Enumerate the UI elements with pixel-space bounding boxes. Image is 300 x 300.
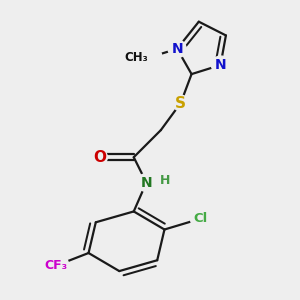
Text: H: H [160, 174, 170, 187]
Circle shape [190, 208, 211, 229]
Text: N: N [141, 176, 152, 190]
Circle shape [212, 56, 230, 74]
Text: Cl: Cl [194, 212, 208, 225]
Text: N: N [171, 42, 183, 56]
Text: CH₃: CH₃ [124, 51, 148, 64]
Text: O: O [93, 150, 106, 165]
Circle shape [173, 95, 189, 111]
Circle shape [168, 40, 186, 58]
Circle shape [44, 253, 69, 278]
Circle shape [137, 173, 155, 192]
Circle shape [134, 44, 162, 72]
Text: S: S [175, 95, 186, 110]
Circle shape [159, 174, 172, 187]
Text: N: N [215, 58, 226, 72]
Circle shape [92, 149, 107, 165]
Text: CF₃: CF₃ [44, 259, 68, 272]
